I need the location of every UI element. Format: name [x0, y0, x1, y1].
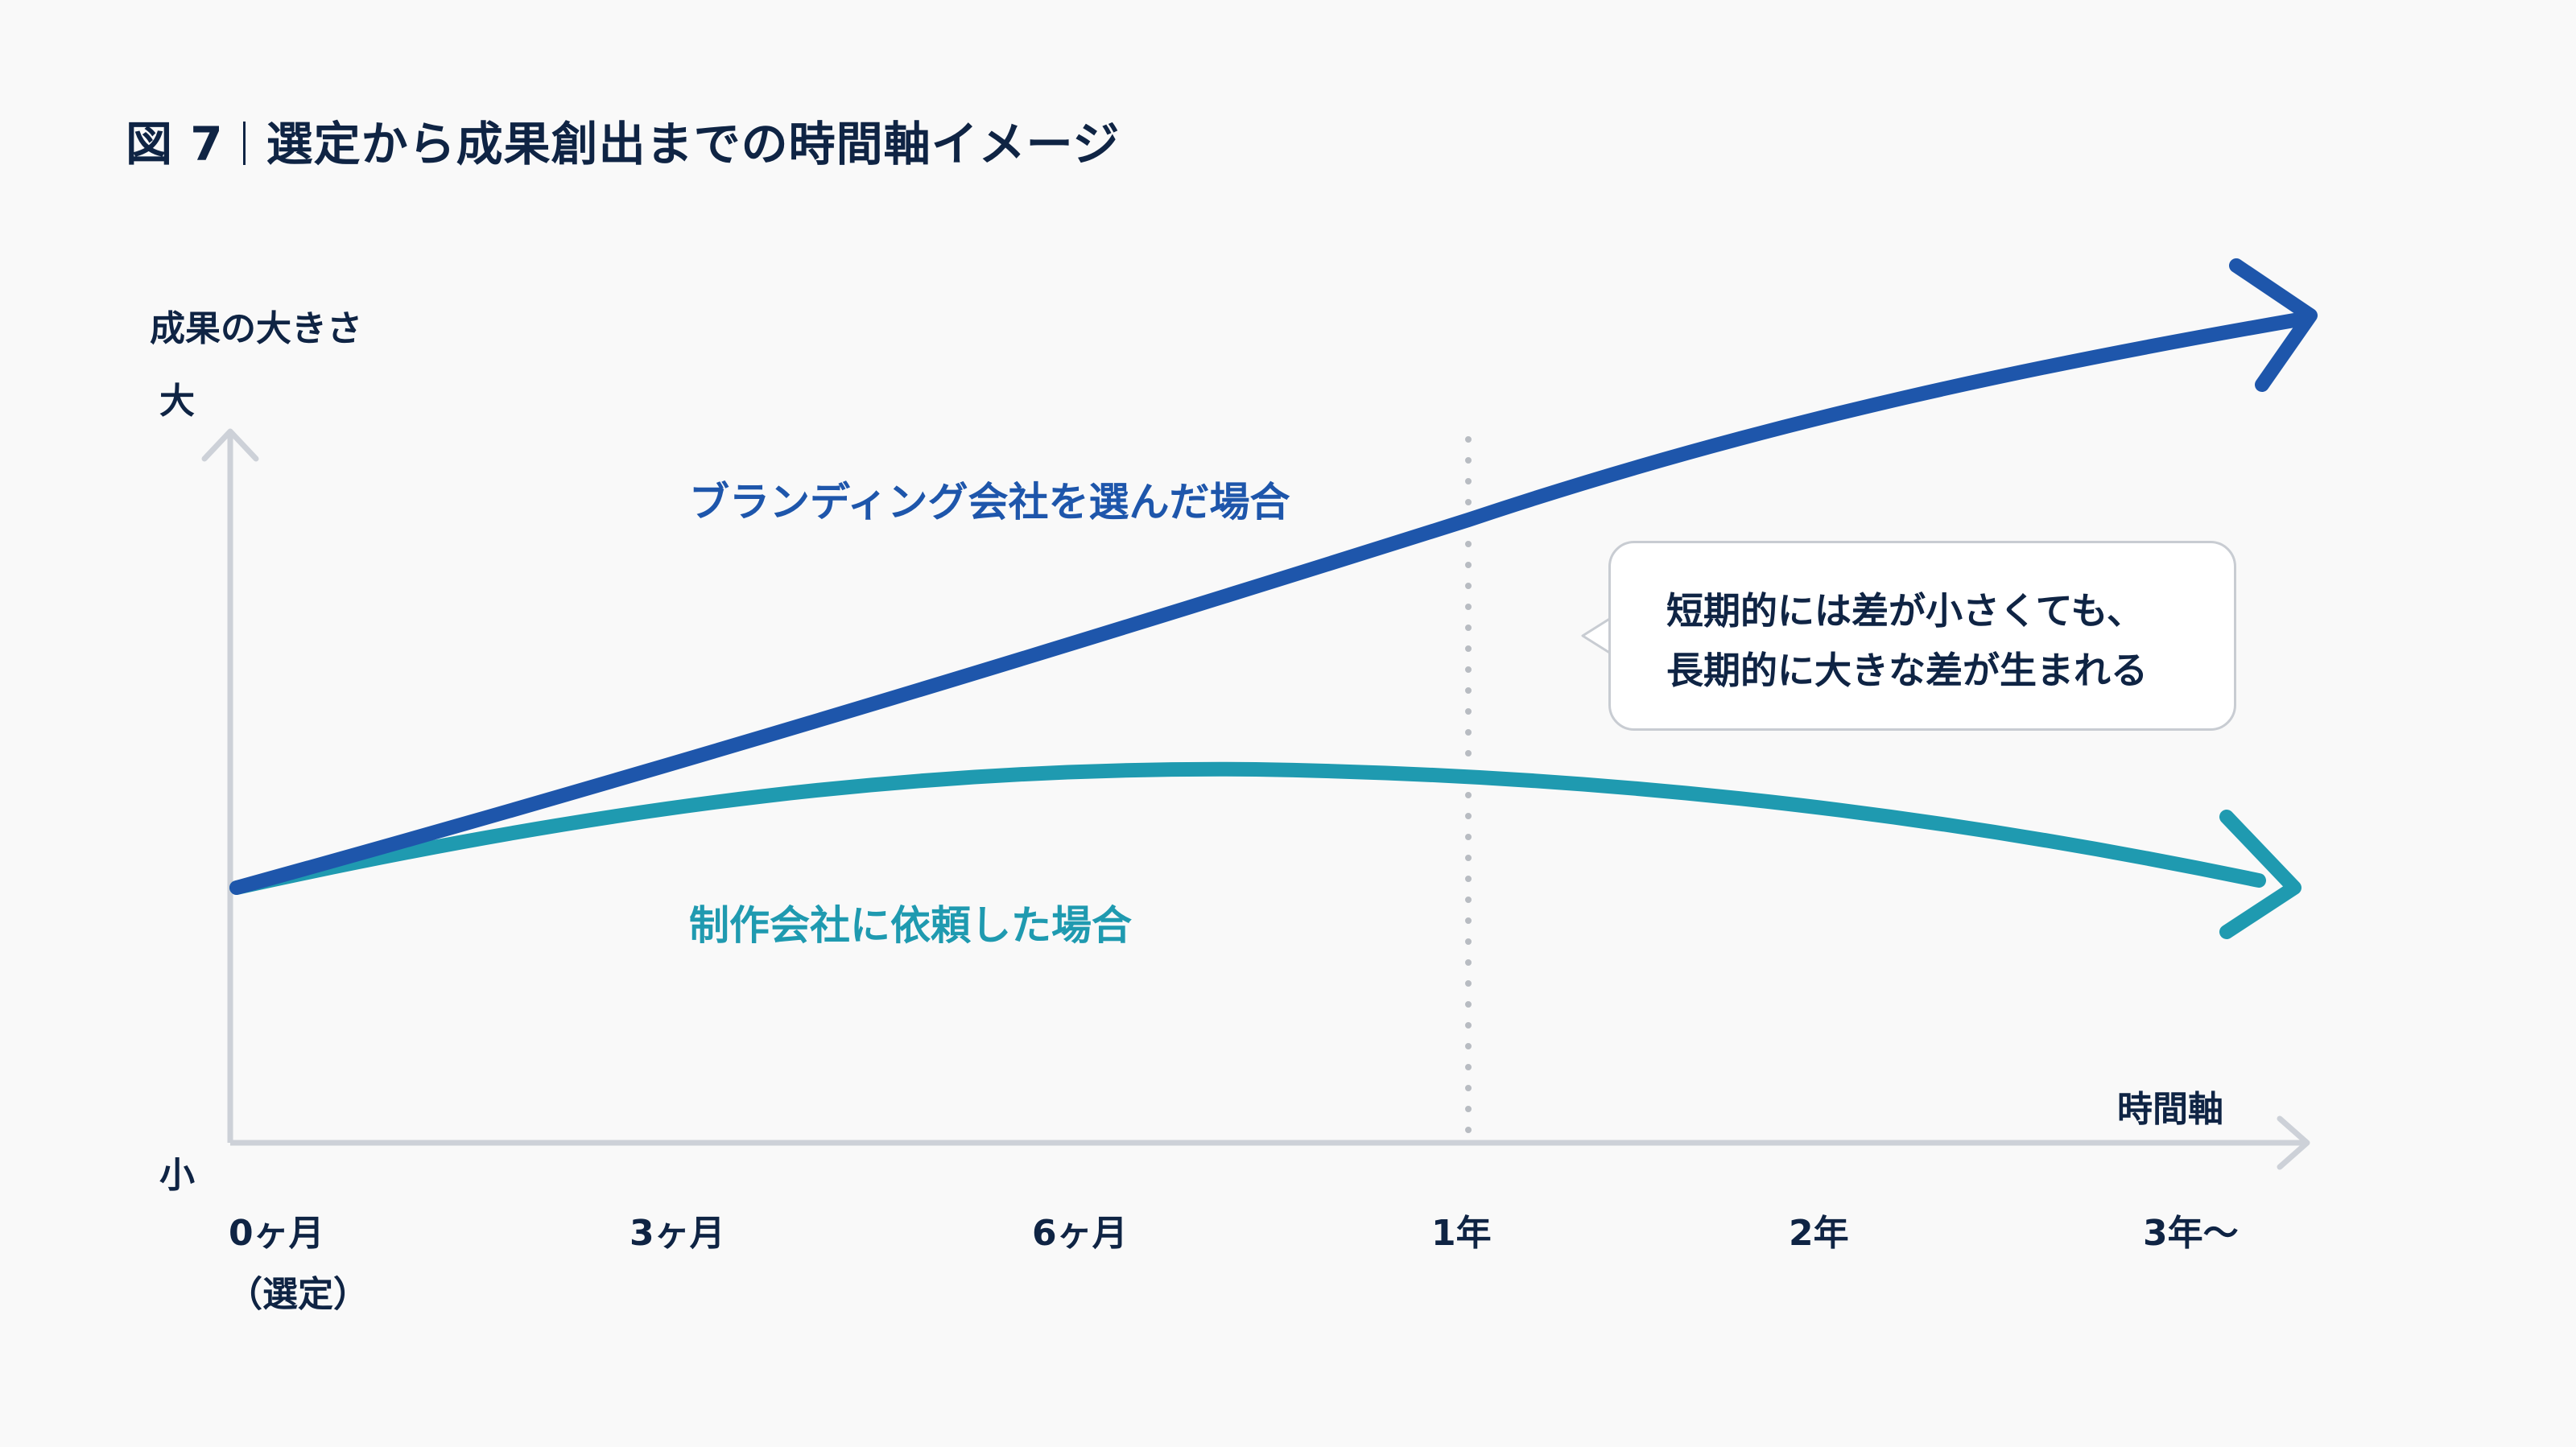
figure-title: 図 7 選定から成果創出までの時間軸イメージ	[126, 106, 1120, 174]
x-tick-3-months: 3ヶ月	[630, 1213, 725, 1254]
production-company-arrowhead	[2219, 810, 2301, 939]
x-axis-arrowhead	[2277, 1115, 2310, 1170]
y-axis-high-label: 大	[159, 381, 195, 422]
y-axis-title: 成果の大きさ	[150, 308, 362, 349]
callout-line-2: 長期的に大きな差が生まれる	[1666, 649, 2148, 692]
callout-box	[1608, 541, 2236, 731]
x-tick-6-months: 6ヶ月	[1032, 1213, 1128, 1254]
title-separator	[242, 121, 246, 165]
figure-number: 図 7	[126, 117, 224, 171]
x-tick-3-years-plus: 3年〜	[2143, 1213, 2239, 1254]
x-tick-selection-note: （選定）	[227, 1274, 369, 1315]
callout-pointer	[1581, 616, 1612, 655]
y-axis-arrowhead	[201, 428, 259, 462]
production-company-curve	[229, 761, 2266, 895]
production-series-label: 制作会社に依頼した場合	[689, 902, 1132, 949]
branding-series-label: ブランディング会社を選んだ場合	[689, 479, 1290, 526]
figure-title-text: 選定から成果創出までの時間軸イメージ	[266, 117, 1121, 171]
branding-company-arrowhead	[2229, 258, 2318, 392]
callout-line-1: 短期的には差が小さくても、	[1666, 589, 2144, 633]
x-axis-title: 時間軸	[2117, 1089, 2223, 1130]
x-tick-1-year: 1年	[1431, 1213, 1492, 1254]
branding-company-curve	[229, 313, 2301, 895]
callout-text: 短期的には差が小さくても、 長期的に大きな差が生まれる	[1666, 581, 2148, 700]
y-axis-low-label: 小	[159, 1155, 195, 1196]
x-tick-0-months: 0ヶ月	[229, 1213, 324, 1254]
x-tick-2-years: 2年	[1789, 1213, 1849, 1254]
